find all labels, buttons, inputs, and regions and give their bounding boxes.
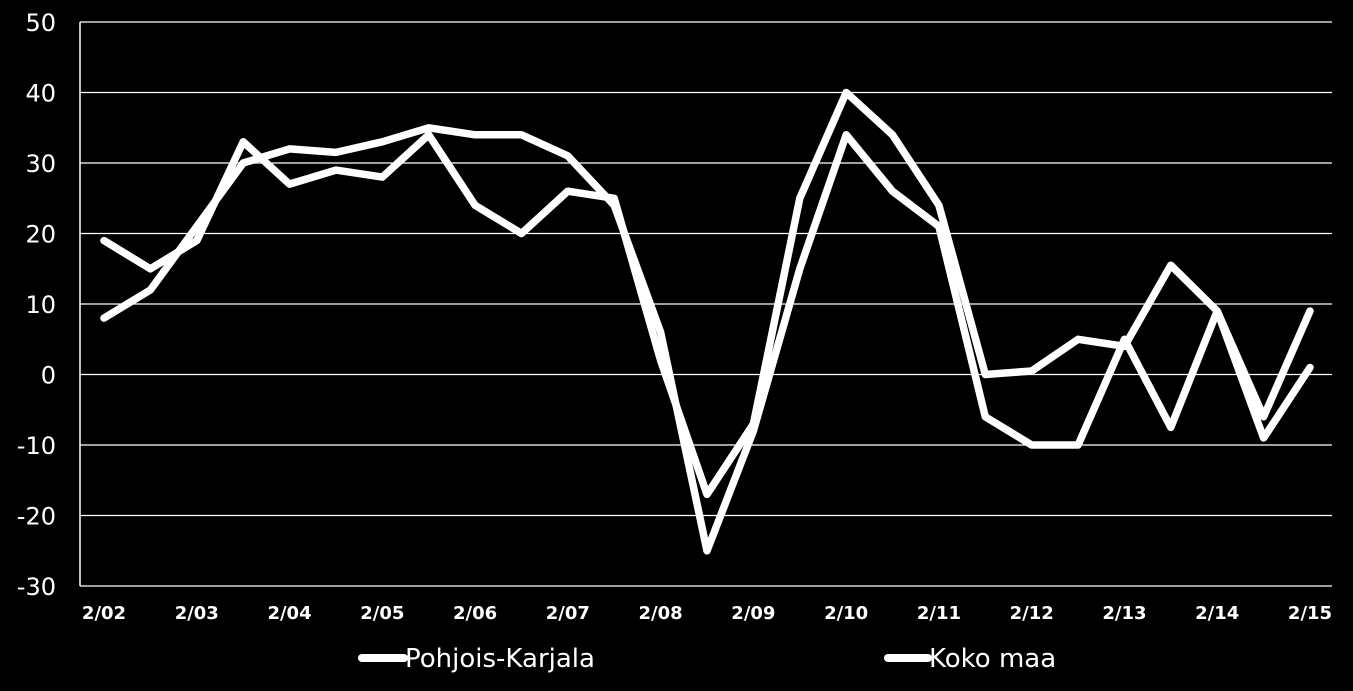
y-tick-label: 20 — [25, 221, 56, 249]
x-tick-label: 2/13 — [1102, 603, 1146, 624]
x-tick-label: 2/03 — [175, 603, 219, 624]
y-tick-label: 50 — [25, 9, 56, 37]
y-tick-label: -10 — [17, 432, 56, 460]
series-lines — [100, 88, 1314, 555]
x-tick-label: 2/06 — [453, 603, 497, 624]
x-tick-label: 2/04 — [267, 603, 311, 624]
x-tick-label: 2/12 — [1010, 603, 1054, 624]
y-tick-label: 40 — [25, 80, 56, 108]
x-tick-label: 2/09 — [731, 603, 775, 624]
x-tick-label: 2/11 — [917, 603, 961, 624]
legend: Pohjois-Karjala Koko maa — [358, 644, 1056, 674]
y-tick-label: -20 — [17, 503, 56, 531]
x-tick-label: 2/02 — [82, 603, 126, 624]
x-tick-label: 2/10 — [824, 603, 868, 624]
x-tick-label: 2/08 — [639, 603, 683, 624]
legend-label-pohjois-karjala: Pohjois-Karjala — [405, 644, 595, 674]
gridlines — [80, 21, 1332, 587]
x-axis-tick-labels: 2/02 2/03 2/04 2/05 2/06 2/07 2/08 2/09 2/10 2/11… — [82, 603, 1332, 624]
series-line-pohjois-karjala — [100, 124, 1314, 555]
y-axis-tick-labels: 50 40 30 20 10 0 -10 -20 -30 — [17, 9, 56, 601]
x-tick-label: 2/14 — [1195, 603, 1239, 624]
y-tick-label: 30 — [25, 150, 56, 178]
series-line-koko-maa — [100, 88, 1314, 499]
legend-label-koko-maa: Koko maa — [929, 644, 1056, 674]
x-tick-label: 2/05 — [360, 603, 404, 624]
x-tick-label: 2/07 — [546, 603, 590, 624]
y-tick-label: 10 — [25, 291, 56, 319]
y-tick-label: -30 — [17, 573, 56, 601]
y-tick-label: 0 — [41, 362, 56, 390]
x-tick-label: 2/15 — [1288, 603, 1332, 624]
